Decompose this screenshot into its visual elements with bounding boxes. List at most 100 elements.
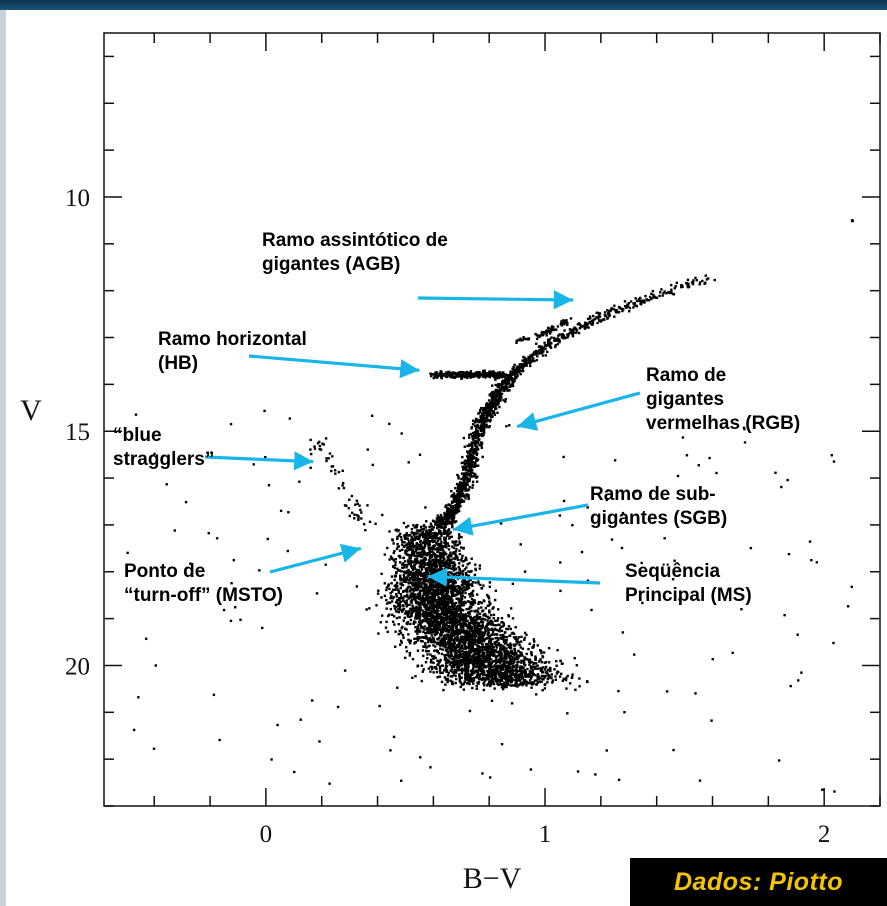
- star-point: [503, 651, 506, 654]
- star-point: [534, 662, 538, 665]
- star-point: [437, 595, 440, 599]
- star-point: [490, 637, 493, 641]
- star-point: [446, 660, 449, 663]
- star-point: [467, 586, 471, 589]
- star-point: [532, 645, 535, 649]
- star-point: [444, 543, 447, 547]
- star-point: [414, 630, 417, 633]
- star-point: [508, 674, 512, 678]
- star-point: [491, 622, 494, 625]
- star-point: [443, 531, 446, 535]
- star-point: [452, 569, 456, 572]
- star-point: [445, 611, 448, 614]
- star-point: [462, 476, 466, 480]
- star-point: [399, 556, 402, 559]
- star-point: [400, 538, 403, 541]
- star-point: [496, 670, 500, 674]
- star-point: [487, 634, 491, 638]
- star-point: [505, 657, 508, 661]
- star-point: [483, 408, 486, 411]
- star-point: [454, 550, 458, 553]
- star-point: [486, 416, 489, 419]
- star-point: [511, 382, 514, 385]
- star-point: [523, 658, 526, 661]
- star-point: [468, 633, 471, 636]
- star-point: [411, 544, 415, 548]
- star-point: [440, 640, 444, 644]
- star-point: [471, 632, 475, 636]
- star-point: [482, 411, 485, 415]
- star-point: [441, 597, 444, 600]
- star-point: [448, 647, 451, 651]
- star-point: [422, 565, 426, 569]
- star-point: [482, 682, 485, 685]
- star-point: [540, 674, 543, 678]
- star-point: [471, 601, 475, 604]
- star-point: [427, 606, 430, 610]
- star-point: [466, 478, 469, 481]
- star-point: [444, 646, 447, 649]
- star-point: [440, 639, 444, 642]
- star-point: [464, 619, 467, 622]
- star-point: [505, 387, 509, 390]
- star-point: [477, 659, 481, 662]
- star-point: [396, 535, 399, 539]
- star-point: [500, 629, 504, 633]
- star-point: [445, 653, 448, 657]
- star-point: [536, 664, 539, 667]
- star-point: [443, 607, 447, 610]
- star-point: [376, 592, 380, 595]
- star-point: [457, 496, 461, 500]
- star-point: [436, 536, 440, 540]
- star-point: [442, 562, 446, 566]
- star-point: [500, 678, 503, 681]
- star-point: [445, 677, 449, 681]
- star-point: [499, 671, 502, 675]
- star-point: [421, 625, 424, 629]
- star-point: [428, 596, 431, 599]
- star-point: [465, 455, 469, 458]
- star-point: [523, 668, 526, 672]
- star-point: [493, 641, 496, 644]
- star-point: [409, 622, 412, 626]
- star-point: [456, 609, 459, 612]
- star-point: [425, 617, 429, 620]
- star-point: [446, 555, 449, 559]
- star-point: [474, 450, 477, 453]
- star-point: [477, 675, 480, 679]
- star-point: [435, 616, 438, 620]
- star-point: [496, 664, 500, 667]
- star-point: [394, 588, 397, 592]
- star-point: [482, 428, 486, 431]
- star-point: [433, 595, 437, 599]
- star-point: [425, 520, 428, 523]
- star-point: [578, 677, 581, 680]
- star-point: [491, 607, 494, 610]
- star-point: [432, 638, 436, 641]
- star-point: [542, 666, 545, 669]
- star-point: [380, 596, 383, 599]
- star-point: [453, 658, 456, 661]
- star-point: [467, 464, 470, 467]
- star-point: [468, 449, 472, 453]
- star-point: [427, 552, 431, 556]
- star-point: [452, 634, 455, 637]
- star-point: [478, 630, 481, 634]
- star-point: [459, 647, 463, 650]
- star-point: [512, 673, 516, 676]
- star-point: [541, 655, 545, 659]
- star-point: [454, 503, 457, 507]
- star-point: [495, 628, 499, 632]
- star-point: [427, 599, 430, 602]
- star-point: [530, 660, 533, 664]
- star-point: [471, 617, 475, 620]
- star-point: [440, 519, 444, 522]
- star-point: [432, 578, 435, 582]
- star-point: [461, 594, 464, 598]
- star-point: [465, 660, 468, 663]
- star-point: [554, 678, 557, 681]
- star-point: [428, 536, 432, 539]
- star-point: [469, 669, 473, 673]
- star-point: [551, 681, 554, 684]
- star-point: [438, 616, 441, 620]
